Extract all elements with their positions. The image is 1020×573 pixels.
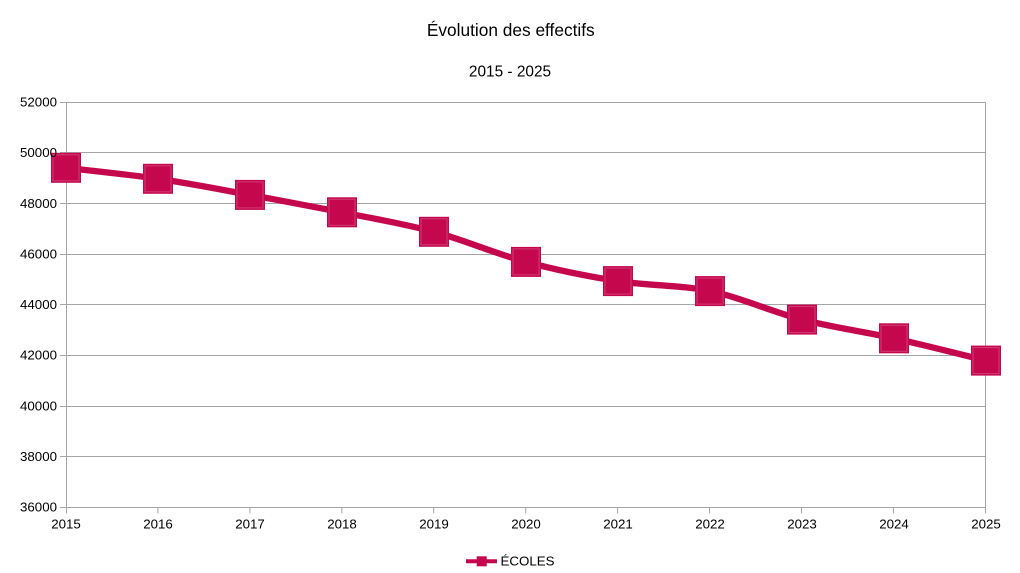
svg-text:44000: 44000 [20, 297, 57, 312]
svg-text:2024: 2024 [879, 517, 909, 532]
svg-text:38000: 38000 [20, 449, 57, 464]
svg-text:2022: 2022 [695, 517, 725, 532]
svg-text:2018: 2018 [327, 517, 357, 532]
svg-text:2017: 2017 [235, 517, 265, 532]
svg-text:48000: 48000 [20, 196, 57, 211]
svg-text:ÉCOLES: ÉCOLES [501, 554, 555, 569]
svg-text:36000: 36000 [20, 500, 57, 515]
svg-text:2025: 2025 [971, 517, 1001, 532]
svg-text:2019: 2019 [419, 517, 449, 532]
svg-text:42000: 42000 [20, 348, 57, 363]
svg-text:2023: 2023 [787, 517, 817, 532]
svg-text:2020: 2020 [511, 517, 541, 532]
svg-text:40000: 40000 [20, 398, 57, 413]
svg-text:2021: 2021 [603, 517, 633, 532]
svg-text:2016: 2016 [143, 517, 173, 532]
svg-text:52000: 52000 [20, 95, 57, 110]
svg-text:50000: 50000 [20, 145, 57, 160]
svg-text:2015: 2015 [51, 517, 81, 532]
svg-text:Évolution des effectifs: Évolution des effectifs [427, 20, 595, 40]
svg-text:2015 - 2025: 2015 - 2025 [469, 64, 551, 81]
svg-text:46000: 46000 [20, 246, 57, 261]
